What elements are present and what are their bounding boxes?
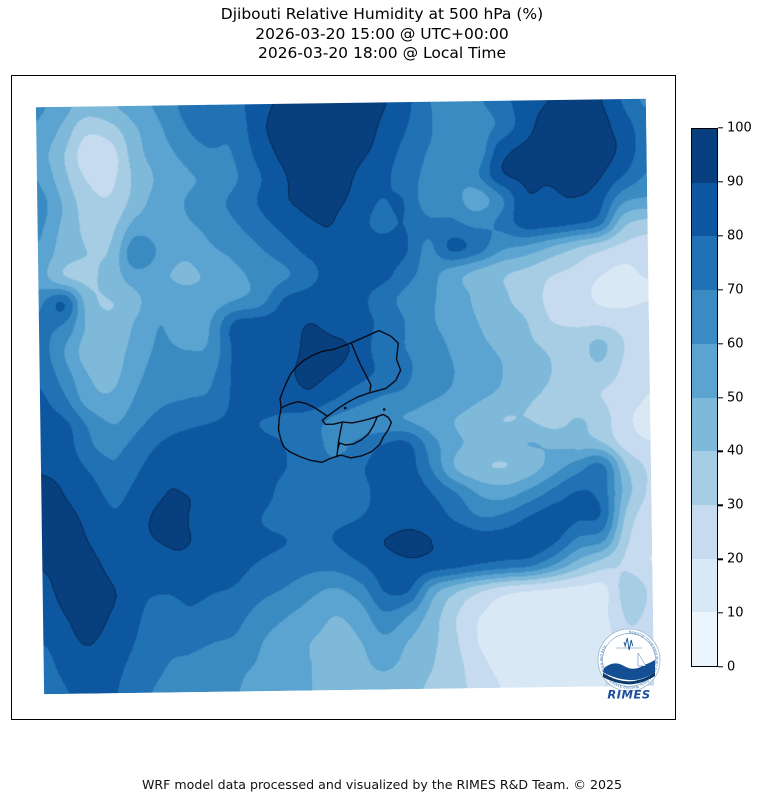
logo-inner-ring [602, 633, 656, 687]
colorbar-tick [718, 396, 723, 399]
title-line-2: 2026-03-20 15:00 @ UTC+00:00 [255, 24, 509, 43]
colorbar-tick-label: 60 [727, 336, 744, 352]
colorbar-band [692, 504, 717, 559]
title-line-1: Djibouti Relative Humidity at 500 hPa (%… [220, 5, 544, 23]
rimes-logo: Regional Integrated Multi-Hazard Early W… [594, 627, 664, 702]
island-marker [343, 406, 347, 410]
colorbar-tick [718, 342, 723, 345]
colorbar-tick [718, 612, 723, 614]
colorbar-tick-label: 10 [727, 605, 744, 621]
colorbar-tick-label: 50 [727, 390, 744, 405]
colorbar-tick-label: 30 [727, 497, 744, 513]
colorbar-tick-label: 0 [727, 659, 736, 675]
colorbar-tick [718, 288, 723, 291]
colorbar-band [692, 343, 717, 398]
colorbar-tick-label: 70 [727, 282, 744, 298]
humidity-field [35, 98, 655, 695]
logo-wave-icon [603, 637, 655, 685]
admin-boundary-line [350, 342, 372, 392]
admin-boundary-line [336, 421, 344, 458]
djibouti-boundary-overlay [277, 329, 402, 464]
chart-title: Djibouti Relative Humidity at 500 hPa (%… [0, 5, 764, 64]
colorbar [691, 128, 718, 667]
colorbar-band [692, 182, 717, 237]
map-axes: Regional Integrated Multi-Hazard Early W… [11, 75, 676, 720]
colorbar-tick [718, 450, 723, 453]
colorbar-tick-label: 20 [727, 551, 744, 567]
admin-boundary-line [280, 400, 328, 417]
colorbar-band [692, 129, 717, 183]
rimes-logo-graphic: Regional Integrated Multi-Hazard Early W… [597, 628, 661, 702]
admin-boundary-line [277, 329, 402, 464]
colorbar-band [692, 558, 717, 613]
colorbar-band [692, 612, 717, 667]
colorbar-band [692, 236, 717, 291]
logo-signal-icon [623, 637, 634, 651]
colorbar-tick [718, 558, 723, 560]
colorbar-tick-label: 80 [727, 228, 744, 244]
colorbar-tick [718, 504, 723, 506]
colorbar-band [692, 451, 717, 505]
colorbar-ticks: 100 90 80 70 60 50 40 30 20 10 0 [718, 121, 764, 675]
footer-credit: WRF model data processed and visualized … [141, 777, 623, 792]
colorbar-band [692, 397, 717, 452]
admin-boundary-line [337, 416, 378, 450]
colorbar-tick [718, 127, 723, 129]
logo-wordmark: RIMES [607, 688, 650, 702]
island-marker [382, 408, 386, 411]
colorbar-tick-label: 100 [727, 120, 752, 136]
colorbar-tick [718, 235, 723, 237]
colorbar-tick-label: 40 [727, 443, 744, 459]
colorbar-tick [718, 666, 723, 668]
colorbar-band [692, 290, 717, 344]
colorbar-tick [718, 181, 723, 183]
title-line-3: 2026-03-20 18:00 @ Local Time [257, 44, 507, 62]
colorbar-tick-label: 90 [727, 174, 744, 190]
